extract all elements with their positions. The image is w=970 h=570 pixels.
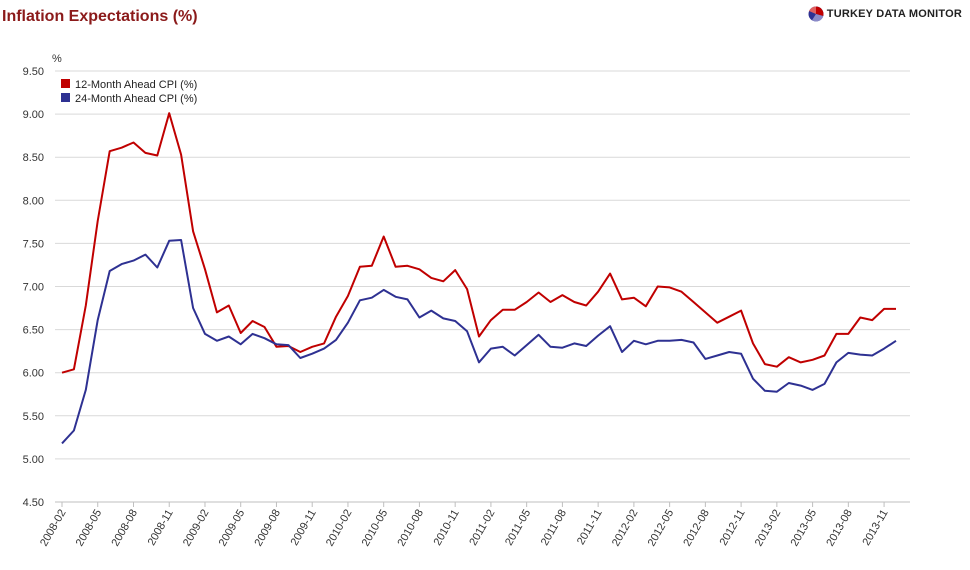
y-tick-label: 6.50: [23, 325, 44, 337]
y-tick-label: 6.00: [23, 368, 44, 380]
y-tick-label: 5.00: [23, 454, 44, 466]
y-tick-label: 4.50: [23, 497, 44, 509]
x-tick-label: 2013-11: [861, 508, 891, 548]
y-axis-label: %: [52, 53, 62, 65]
x-tick-label: 2012-11: [718, 508, 748, 548]
y-tick-label: 7.00: [23, 282, 44, 294]
x-tick-label: 2008-08: [110, 508, 141, 549]
y-tick-label: 9.50: [23, 66, 44, 78]
x-tick-label: 2011-05: [503, 508, 533, 548]
x-tick-label: 2013-08: [824, 508, 855, 549]
x-tick-label: 2011-02: [467, 508, 497, 548]
legend-swatch-2: [61, 93, 70, 102]
grid-lines: [55, 70, 910, 503]
x-tick-label: 2011-11: [575, 508, 605, 548]
x-tick-label: 2010-02: [324, 508, 355, 549]
x-tick-label: 2010-05: [360, 508, 391, 549]
y-tick-label: 8.00: [23, 195, 44, 207]
x-tick-label: 2009-11: [289, 508, 319, 548]
x-tick-label: 2008-02: [38, 508, 69, 549]
legend-label-2: 24-Month Ahead CPI (%): [75, 93, 197, 105]
brand-logo: TURKEY DATA MONITOR: [808, 6, 962, 22]
x-tick-label: 2010-11: [432, 508, 462, 548]
y-tick-label: 7.50: [23, 238, 44, 250]
x-tick-label: 2009-08: [252, 508, 283, 549]
series-lines: [61, 112, 897, 445]
x-axis: 2008-02 2008-05 2008-08 2008-11 2009-02 2009-…: [38, 501, 910, 549]
y-axis: 4.50 5.00 5.50 6.00 6.50 7.00 7.50 8.00 8.50 9.00…: [23, 53, 62, 509]
x-tick-label: 2010-08: [395, 508, 426, 549]
x-tick-label: 2008-05: [74, 508, 105, 549]
y-tick-label: 8.50: [23, 152, 44, 164]
x-tick-label: 2011-08: [539, 508, 569, 548]
x-tick-label: 2012-08: [681, 508, 712, 549]
series-line-1: [61, 112, 896, 374]
legend: 12-Month Ahead CPI (%) 24-Month Ahead CPI…: [61, 79, 197, 105]
x-tick-label: 2013-05: [789, 508, 820, 549]
legend-swatch-1: [61, 79, 70, 88]
x-tick-label: 2012-05: [646, 508, 677, 549]
x-tick-label: 2008-11: [146, 508, 176, 548]
chart-title: Inflation Expectations (%): [2, 8, 198, 25]
legend-label-1: 12-Month Ahead CPI (%): [75, 79, 197, 91]
pie-logo-icon: [808, 6, 824, 22]
x-tick-label: 2009-05: [217, 508, 248, 549]
series-line-2: [61, 239, 897, 445]
x-tick-label: 2013-02: [753, 508, 784, 549]
y-tick-label: 9.00: [23, 109, 44, 121]
brand-name: TURKEY DATA MONITOR: [826, 8, 962, 20]
x-tick-label: 2009-02: [181, 508, 212, 549]
x-tick-label: 2012-02: [610, 508, 641, 549]
y-tick-label: 5.50: [23, 411, 44, 423]
